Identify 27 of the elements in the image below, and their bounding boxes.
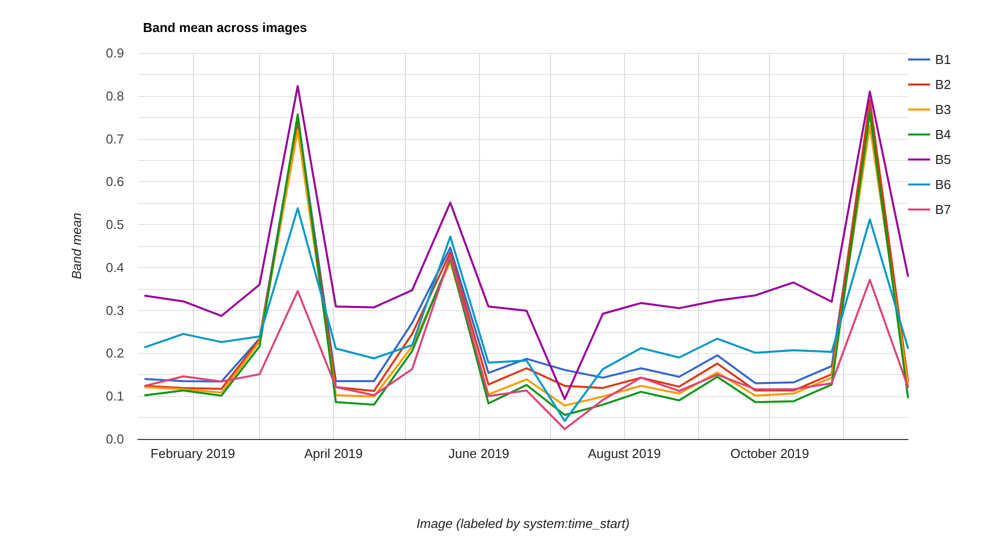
y-tick-label: 0.7	[106, 131, 124, 146]
x-tick-label: February 2019	[150, 446, 236, 461]
y-tick-label: 0.5	[106, 217, 124, 232]
legend-label: B4	[935, 127, 952, 142]
legend-label: B3	[935, 102, 952, 117]
line-series	[144, 254, 909, 430]
x-tick-label: June 2019	[448, 446, 510, 461]
legend-label: B7	[935, 202, 952, 217]
legend-label: B6	[935, 177, 952, 192]
legend-label: B5	[935, 152, 952, 167]
y-tick-label: 0.4	[106, 260, 124, 275]
y-tick-label: 0.3	[106, 302, 124, 318]
x-tick-label: October 2019	[730, 446, 810, 461]
x-tick-label: August 2019	[588, 446, 661, 461]
y-tick-label: 0.9	[106, 46, 124, 60]
x-axis-title: Image (labeled by system:time_start)	[416, 516, 630, 531]
chart-title: Band mean across images	[143, 20, 308, 35]
line-series	[144, 207, 909, 422]
y-axis-title: Band mean	[69, 212, 84, 280]
y-tick-label: 0.2	[106, 346, 124, 361]
y-tick-label: 0.0	[106, 432, 124, 446]
x-tick-label: April 2019	[304, 446, 363, 461]
y-tick-label: 0.1	[106, 388, 124, 404]
legend-label: B2	[935, 77, 952, 92]
legend-label: B1	[935, 52, 952, 67]
y-tick-label: 0.8	[106, 88, 124, 104]
y-tick-label: 0.6	[106, 174, 124, 190]
